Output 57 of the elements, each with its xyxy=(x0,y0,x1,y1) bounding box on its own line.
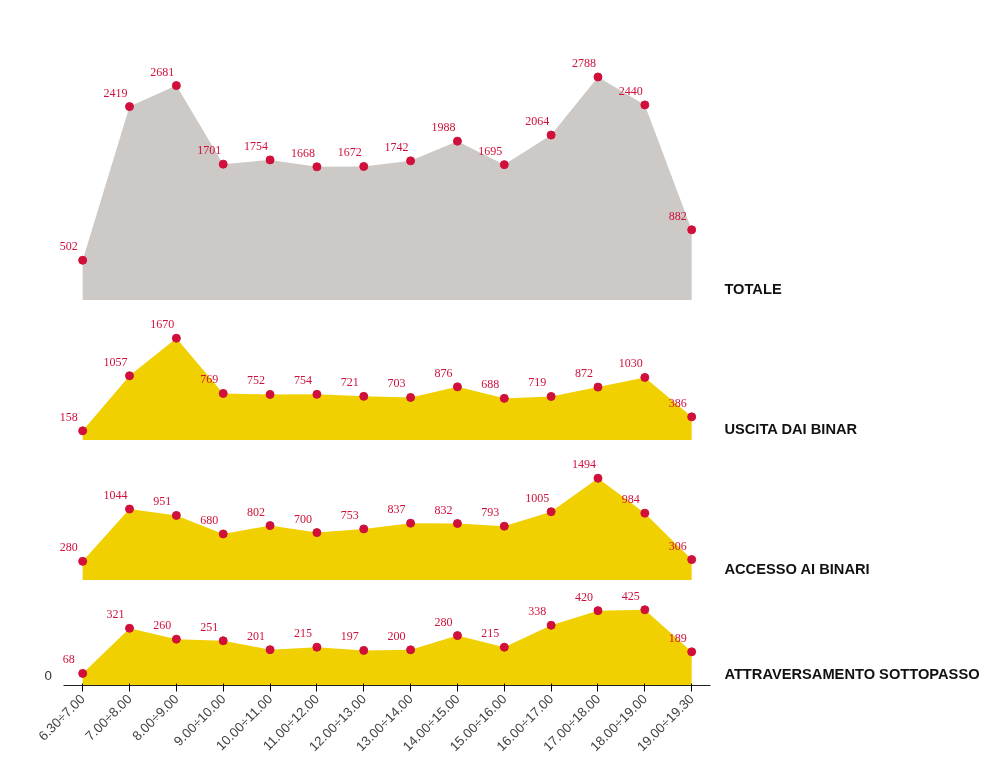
data-label: 752 xyxy=(247,373,266,388)
data-label: 425 xyxy=(621,588,640,603)
data-label: 201 xyxy=(247,628,266,643)
data-label: 793 xyxy=(481,505,500,520)
text: ATTRAVERSAMENTO SOTTOPASSO xyxy=(724,665,980,682)
data-label: 200 xyxy=(387,628,406,643)
data-label: 338 xyxy=(528,604,547,619)
data-label: 754 xyxy=(293,373,312,388)
data-label: 1988 xyxy=(431,120,456,135)
data-label: 1754 xyxy=(244,138,269,153)
data-label: 1695 xyxy=(478,143,503,158)
data-label: 721 xyxy=(340,375,359,390)
data-label: 1701 xyxy=(197,143,222,158)
data-label: 1670 xyxy=(150,317,175,332)
data-label: 68 xyxy=(62,652,75,667)
data-label: 420 xyxy=(574,589,593,604)
data-label: 215 xyxy=(293,626,312,641)
data-label: 1057 xyxy=(103,354,128,369)
data-label: 280 xyxy=(434,614,453,629)
data-label: 1672 xyxy=(337,145,362,160)
series-label: ACCESSO AI BINARI xyxy=(724,560,870,577)
data-label: 197 xyxy=(340,629,359,644)
data-label: 502 xyxy=(59,239,78,254)
data-label: 2419 xyxy=(103,85,128,100)
data-label: 876 xyxy=(434,365,453,380)
data-label: 984 xyxy=(621,492,640,507)
data-label: 2788 xyxy=(571,56,596,71)
data-label: 872 xyxy=(574,366,593,381)
data-label: 1044 xyxy=(103,488,128,503)
data-label: 280 xyxy=(59,540,78,555)
data-label: 802 xyxy=(247,504,266,519)
data-label: 2681 xyxy=(150,64,175,79)
series-label: USCITA DAI BINAR xyxy=(724,420,858,437)
data-label: 1005 xyxy=(525,490,550,505)
data-label: 1494 xyxy=(571,457,596,472)
data-label: 719 xyxy=(528,375,547,390)
data-label: 251 xyxy=(200,619,219,634)
data-label: 951 xyxy=(153,494,172,509)
data-label: 832 xyxy=(434,502,453,517)
data-label: 680 xyxy=(200,512,219,527)
data-label: 260 xyxy=(153,618,172,633)
data-label: 753 xyxy=(340,507,359,522)
data-label: 688 xyxy=(481,377,500,392)
data-label: 2064 xyxy=(525,114,550,129)
data-label: 700 xyxy=(293,511,312,526)
data-label: 215 xyxy=(481,626,500,641)
data-label: 1742 xyxy=(384,139,409,154)
data-label: 321 xyxy=(106,607,125,622)
text: 0 xyxy=(44,668,52,683)
data-label: 882 xyxy=(668,208,687,223)
data-label: 837 xyxy=(387,502,406,517)
data-label: 158 xyxy=(59,409,78,424)
data-label: 2440 xyxy=(618,83,643,98)
text: TOTALE xyxy=(724,280,782,297)
data-label: 1030 xyxy=(618,356,643,371)
data-label: 703 xyxy=(387,376,406,391)
data-label: 1668 xyxy=(290,145,315,160)
